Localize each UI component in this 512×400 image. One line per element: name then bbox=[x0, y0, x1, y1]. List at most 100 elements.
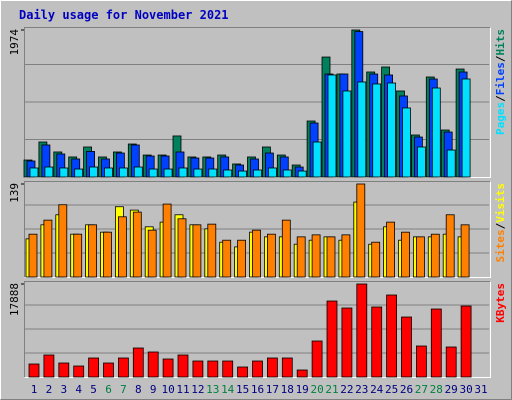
bar bbox=[177, 218, 187, 278]
bar bbox=[132, 211, 142, 278]
bar bbox=[460, 305, 472, 378]
bar bbox=[88, 224, 97, 278]
x-tick-label: 17 bbox=[266, 383, 279, 396]
x-tick-label: 14 bbox=[221, 383, 235, 396]
panel-border bbox=[24, 27, 491, 178]
bar bbox=[103, 362, 114, 378]
bar bbox=[311, 340, 323, 378]
bar bbox=[44, 166, 54, 178]
y-tick-label: 139 bbox=[8, 183, 21, 203]
legend: Sites/Visits bbox=[494, 183, 507, 263]
bar bbox=[371, 241, 381, 278]
bar bbox=[266, 357, 278, 378]
legend-entry: Visits bbox=[494, 183, 507, 223]
bar bbox=[460, 224, 470, 278]
bar bbox=[415, 236, 425, 278]
bar bbox=[89, 166, 98, 178]
bar bbox=[59, 167, 69, 178]
x-tick-label: 21 bbox=[325, 383, 338, 396]
x-tick-label: 7 bbox=[120, 383, 127, 396]
bar bbox=[132, 347, 144, 378]
bar bbox=[342, 90, 352, 178]
bar bbox=[445, 214, 455, 278]
bar bbox=[238, 170, 248, 178]
bar bbox=[177, 354, 189, 378]
chart-title: Daily usage for November 2021 bbox=[19, 8, 229, 22]
bar bbox=[282, 169, 292, 178]
bar bbox=[386, 294, 398, 378]
bar bbox=[430, 308, 442, 378]
x-tick-label: 6 bbox=[105, 383, 112, 396]
panel-border bbox=[24, 181, 491, 278]
x-tick-label: 2 bbox=[46, 383, 53, 396]
bar bbox=[223, 169, 233, 178]
bar bbox=[357, 81, 367, 178]
bar bbox=[118, 216, 127, 278]
x-tick-label: 27 bbox=[415, 383, 428, 396]
bar bbox=[267, 167, 277, 178]
legend-entry: Files bbox=[494, 62, 507, 95]
x-tick-label: 20 bbox=[310, 383, 323, 396]
bar bbox=[74, 168, 84, 178]
x-tick-label: 30 bbox=[459, 383, 472, 396]
y-tick-label: 1974 bbox=[8, 29, 21, 56]
x-tick-label: 12 bbox=[191, 383, 204, 396]
x-tick-label: 8 bbox=[135, 383, 142, 396]
bar bbox=[266, 233, 276, 278]
x-tick-label: 23 bbox=[355, 383, 368, 396]
x-tick-label: 3 bbox=[60, 383, 67, 396]
x-tick-label: 31 bbox=[474, 383, 487, 396]
bar bbox=[252, 229, 261, 278]
bar bbox=[103, 231, 112, 278]
bar bbox=[133, 166, 143, 178]
bar bbox=[387, 82, 397, 178]
x-tick-label: 19 bbox=[296, 383, 309, 396]
bar bbox=[58, 204, 68, 278]
bar bbox=[58, 362, 70, 378]
x-tick-label: 28 bbox=[430, 383, 443, 396]
bar bbox=[445, 346, 457, 378]
bar bbox=[326, 300, 338, 378]
bar bbox=[73, 233, 83, 278]
y-tick-label: 17888 bbox=[8, 283, 21, 316]
panel-border bbox=[24, 27, 491, 178]
bar bbox=[88, 357, 99, 378]
bar bbox=[371, 306, 383, 378]
bar bbox=[430, 233, 440, 278]
bar bbox=[193, 168, 203, 178]
legend-entry: KBytes bbox=[494, 283, 507, 323]
bar bbox=[281, 219, 291, 278]
bar bbox=[416, 146, 426, 178]
bar bbox=[163, 168, 173, 178]
bar bbox=[178, 167, 188, 178]
x-tick-label: 9 bbox=[150, 383, 157, 396]
bar bbox=[104, 167, 113, 178]
bar bbox=[252, 360, 263, 378]
bar bbox=[28, 233, 38, 278]
panel-border bbox=[24, 281, 491, 378]
bar bbox=[28, 363, 40, 378]
bar bbox=[207, 223, 217, 278]
legend-entry: Sites bbox=[494, 229, 507, 262]
bar bbox=[327, 74, 337, 178]
bar bbox=[147, 229, 157, 278]
bar bbox=[401, 316, 412, 378]
bar bbox=[43, 219, 53, 278]
bar bbox=[401, 231, 410, 278]
legend-separator: / bbox=[494, 55, 507, 62]
x-tick-label: 1 bbox=[31, 383, 38, 396]
bar bbox=[446, 149, 456, 178]
bar bbox=[326, 236, 336, 278]
x-tick-label: 26 bbox=[400, 383, 413, 396]
legend: KBytes bbox=[494, 283, 507, 323]
bar bbox=[237, 239, 247, 278]
legend-separator: / bbox=[494, 222, 507, 229]
bar bbox=[341, 307, 353, 378]
bar bbox=[415, 345, 427, 378]
bar bbox=[386, 221, 396, 278]
legend: Pages/Files/Hits bbox=[494, 29, 507, 135]
x-tick-label: 16 bbox=[251, 383, 264, 396]
bar bbox=[253, 169, 262, 178]
